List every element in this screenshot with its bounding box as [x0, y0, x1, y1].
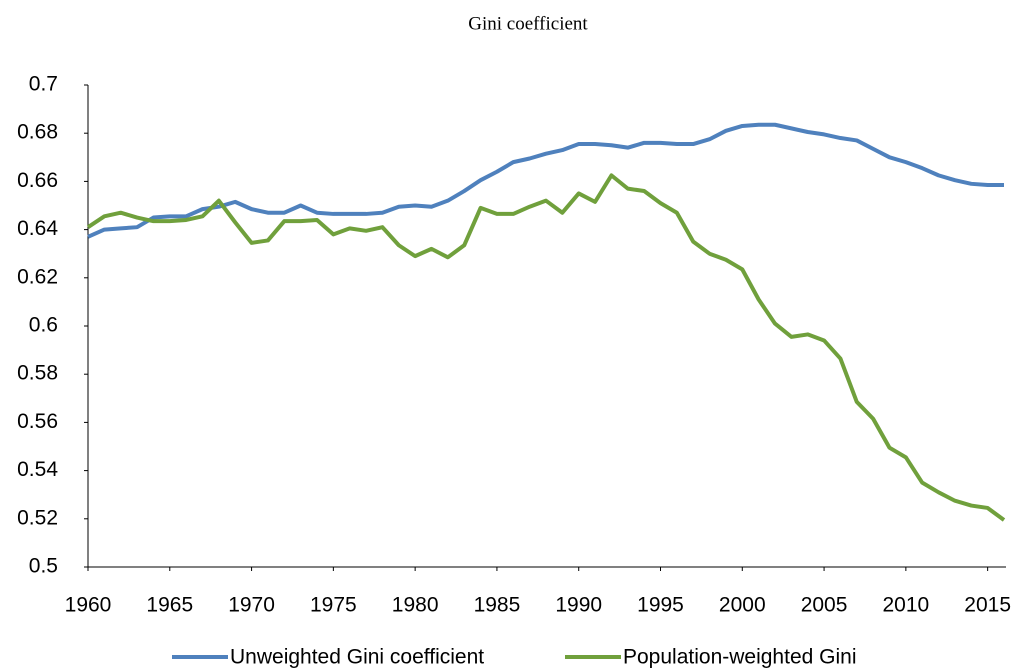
x-tick-label: 1990 — [555, 594, 602, 617]
x-tick-label: 1965 — [146, 594, 193, 617]
y-tick-label: 0.6 — [29, 314, 58, 337]
series-line — [87, 122, 1004, 239]
x-tick-label: 1985 — [474, 594, 521, 617]
x-tick-label: 2000 — [719, 594, 766, 617]
legend-label: Population-weighted Gini — [623, 646, 856, 669]
x-tick-label: 1980 — [392, 594, 439, 617]
x-tick-label: 1975 — [310, 594, 357, 617]
y-tick-label: 0.66 — [17, 169, 58, 192]
x-tick-label: 2010 — [882, 594, 929, 617]
y-tick-label: 0.56 — [17, 410, 58, 433]
y-tick-label: 0.54 — [17, 458, 58, 481]
y-tick-label: 0.64 — [17, 217, 58, 240]
x-tick-label: 1960 — [65, 594, 112, 617]
x-tick-label: 2005 — [801, 594, 848, 617]
x-tick-label: 1995 — [637, 594, 684, 617]
y-tick-label: 0.52 — [17, 506, 58, 529]
x-tick-label: 2015 — [964, 594, 1011, 617]
chart-title: Gini coefficient — [468, 13, 588, 34]
y-tick-label: 0.62 — [17, 265, 58, 288]
y-tick-label: 0.5 — [29, 555, 58, 578]
legend-label: Unweighted Gini coefficient — [230, 646, 484, 669]
y-tick-label: 0.58 — [17, 362, 58, 385]
y-tick-label: 0.68 — [17, 121, 58, 144]
x-tick-label: 1970 — [228, 594, 275, 617]
y-tick-label: 0.7 — [29, 73, 58, 96]
series-line — [86, 173, 1006, 522]
